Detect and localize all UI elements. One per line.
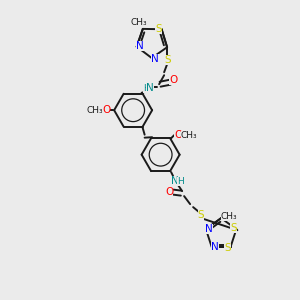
Text: CH₃: CH₃: [181, 131, 197, 140]
Text: CH₃: CH₃: [87, 106, 103, 115]
Text: S: S: [230, 223, 237, 233]
Text: O: O: [174, 130, 182, 140]
Text: N: N: [205, 224, 213, 234]
Text: N: N: [136, 41, 144, 51]
Text: S: S: [155, 24, 162, 34]
Text: H: H: [143, 84, 149, 93]
Text: O: O: [169, 75, 177, 85]
Text: N: N: [171, 176, 179, 186]
Text: S: S: [198, 210, 204, 220]
Text: O: O: [102, 105, 110, 115]
Text: S: S: [165, 55, 171, 65]
Text: H: H: [177, 177, 184, 186]
Text: CH₃: CH₃: [130, 18, 147, 27]
Text: S: S: [224, 243, 231, 253]
Text: N: N: [211, 242, 219, 252]
Text: CH₃: CH₃: [221, 212, 237, 220]
Text: N: N: [146, 83, 154, 93]
Text: O: O: [165, 187, 173, 197]
Text: N: N: [151, 54, 159, 64]
